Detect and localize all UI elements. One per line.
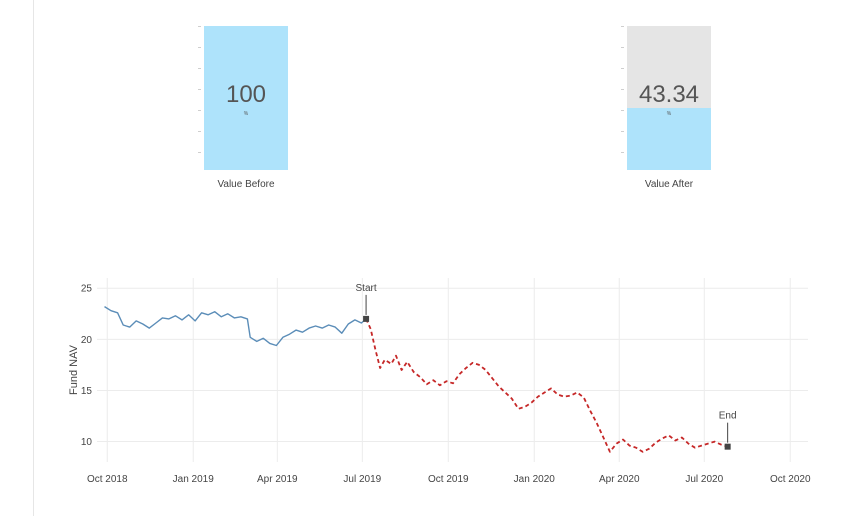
chart-annotations: Start End: [356, 283, 737, 450]
value-before-gauge: 100 %: [198, 26, 288, 170]
value-before-number: 100: [225, 81, 267, 108]
x-tick-label: Oct 2018: [87, 474, 128, 485]
y-tick-label: 25: [81, 284, 93, 295]
chart-grid: [97, 278, 808, 462]
x-tick-label: Oct 2019: [428, 474, 469, 485]
chart-axes: 10 15 20 25 Oct 2018 Jan 2019 Apr 2019 Jul 2019…: [68, 284, 811, 485]
value-before-gauge-fill: [204, 26, 288, 170]
x-tick-label: Jul 2020: [685, 474, 723, 485]
x-tick-label: Oct 2020: [770, 474, 811, 485]
value-before-gauge-ticks: [198, 26, 202, 170]
series-line-2: [365, 318, 728, 453]
value-after-gauge-fill: [627, 107, 711, 170]
x-tick-label: Jul 2019: [343, 474, 381, 485]
value-after-gauge: 43.34 %: [621, 26, 711, 170]
series-line-1: [104, 306, 367, 347]
y-axis-label: Fund NAV: [68, 344, 80, 395]
value-after-gauge-ticks: [621, 26, 625, 170]
y-tick-label: 10: [81, 437, 93, 448]
annotation-marker: [724, 443, 731, 450]
value-before-caption: Value Before: [217, 179, 275, 190]
value-after-caption: Value After: [644, 179, 694, 190]
annotation-label: End: [719, 411, 737, 422]
x-tick-label: Jan 2020: [514, 474, 556, 485]
value-after-number: 43.34: [638, 81, 700, 108]
y-tick-label: 15: [81, 386, 93, 397]
value-after-unit: %: [666, 111, 672, 117]
annotation-label: Start: [356, 283, 377, 294]
x-tick-label: Apr 2020: [599, 474, 640, 485]
left-divider: [33, 0, 34, 516]
x-tick-label: Apr 2019: [257, 474, 298, 485]
annotation-marker: [363, 315, 370, 322]
chart-series: [104, 306, 728, 453]
y-tick-label: 20: [81, 335, 93, 346]
x-tick-label: Jan 2019: [173, 474, 215, 485]
value-before-unit: %: [243, 111, 249, 117]
